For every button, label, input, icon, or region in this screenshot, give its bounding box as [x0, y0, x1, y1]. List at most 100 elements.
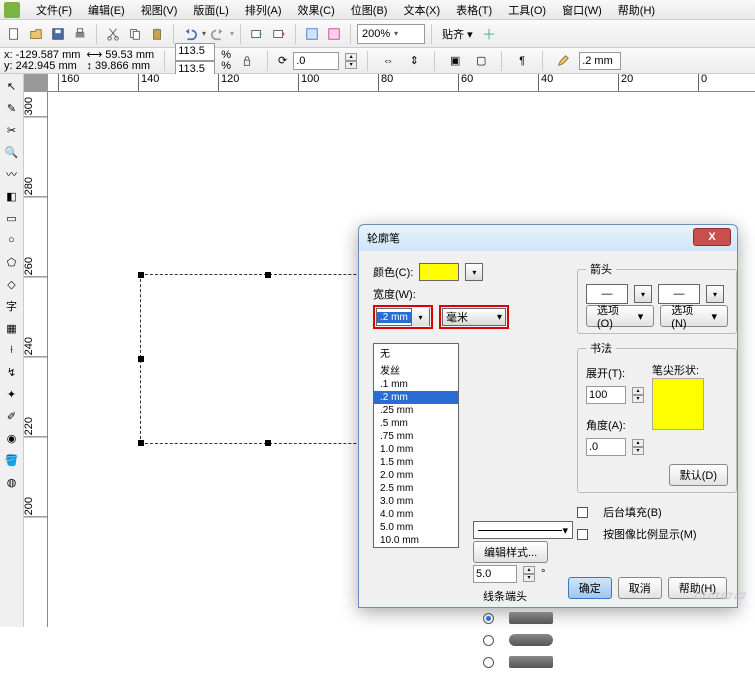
menu-edit[interactable]: 编辑(E)	[80, 0, 133, 20]
miter-field[interactable]: 5.0	[476, 568, 491, 580]
dialog-titlebar[interactable]: 轮廓笔 X	[359, 225, 737, 251]
width-option[interactable]: .5 mm	[374, 417, 458, 430]
rotation-spinner[interactable]: ▴▾	[345, 53, 357, 69]
style-combo[interactable]: ▾	[473, 521, 573, 539]
color-well[interactable]	[419, 263, 459, 281]
zoom-tool-icon[interactable]: 🔍	[2, 142, 22, 162]
pick-tool-icon[interactable]: ↖	[2, 76, 22, 96]
menu-bitmap[interactable]: 位图(B)	[343, 0, 396, 20]
menu-file[interactable]: 文件(F)	[28, 0, 80, 20]
crop-tool-icon[interactable]: ✂	[2, 120, 22, 140]
paste-icon[interactable]	[147, 24, 167, 44]
width-option[interactable]: .75 mm	[374, 430, 458, 443]
rotation-field[interactable]: .0	[296, 55, 305, 67]
order-back-icon[interactable]: ▢	[471, 51, 491, 71]
cap-radio-2[interactable]	[483, 635, 494, 646]
width-option[interactable]: 1.0 mm	[374, 443, 458, 456]
menu-tools[interactable]: 工具(O)	[500, 0, 554, 20]
bgfill-checkbox[interactable]	[577, 507, 588, 518]
width-option[interactable]: 10.0 mm	[374, 534, 458, 547]
width-option[interactable]: 无	[374, 344, 458, 361]
ellipse-tool-icon[interactable]: ○	[2, 230, 22, 250]
smartfill-tool-icon[interactable]: ◧	[2, 186, 22, 206]
zoom-combo[interactable]: 200%▾	[357, 24, 425, 44]
shape-tool-icon[interactable]: ✎	[2, 98, 22, 118]
menu-effects[interactable]: 效果(C)	[290, 0, 343, 20]
export-icon[interactable]	[269, 24, 289, 44]
cap-radio-1[interactable]	[483, 613, 494, 624]
spread-field[interactable]: 100	[589, 389, 607, 401]
angle-spinner[interactable]: ▴▾	[632, 439, 644, 455]
arrow-options-2[interactable]: 选项(N) ▾	[660, 305, 728, 327]
outline-width-field[interactable]: .2 mm	[582, 55, 613, 67]
menu-layout[interactable]: 版面(L)	[185, 0, 236, 20]
menu-table[interactable]: 表格(T)	[448, 0, 500, 20]
width-option[interactable]: 4.0 mm	[374, 508, 458, 521]
launch-icon[interactable]	[302, 24, 322, 44]
table-tool-icon[interactable]: ▦	[2, 318, 22, 338]
width-option[interactable]: 5.0 mm	[374, 521, 458, 534]
basic-shapes-icon[interactable]: ◇	[2, 274, 22, 294]
menu-text[interactable]: 文本(X)	[395, 0, 448, 20]
angle-field[interactable]: .0	[589, 441, 598, 453]
undo-icon[interactable]	[180, 24, 200, 44]
cap-radio-3[interactable]	[483, 657, 494, 668]
width-option[interactable]: 1.5 mm	[374, 456, 458, 469]
save-icon[interactable]	[48, 24, 68, 44]
fill-tool-icon[interactable]: 🪣	[2, 450, 22, 470]
snap-label[interactable]: 贴齐 ▾	[438, 26, 477, 42]
lock-ratio-icon[interactable]	[237, 51, 257, 71]
menu-help[interactable]: 帮助(H)	[610, 0, 663, 20]
width-combo[interactable]: .2 mm ▾	[376, 308, 430, 326]
order-front-icon[interactable]: ▣	[445, 51, 465, 71]
rectangle-tool-icon[interactable]: ▭	[2, 208, 22, 228]
text-tool-icon[interactable]: 字	[2, 296, 22, 316]
ok-button[interactable]: 确定	[568, 577, 612, 599]
arrow-options-1[interactable]: 选项(O) ▾	[586, 305, 654, 327]
import-icon[interactable]	[247, 24, 267, 44]
width-dropdown-list[interactable]: 无发丝.1 mm.2 mm.25 mm.5 mm.75 mm1.0 mm1.5 …	[373, 343, 459, 548]
color-dropdown-icon[interactable]: ▾	[465, 263, 483, 281]
width-option[interactable]: 2.5 mm	[374, 482, 458, 495]
width-option[interactable]: 发丝	[374, 361, 458, 378]
mirror-h-icon[interactable]: ⇔	[378, 51, 398, 71]
cut-icon[interactable]	[103, 24, 123, 44]
edit-style-button[interactable]: 编辑样式...	[473, 541, 548, 563]
freehand-tool-icon[interactable]: 〰	[2, 164, 22, 184]
interactive-tool-icon[interactable]: ✦	[2, 384, 22, 404]
copy-icon[interactable]	[125, 24, 145, 44]
mirror-v-icon[interactable]: ⇕	[404, 51, 424, 71]
width-option[interactable]: 3.0 mm	[374, 495, 458, 508]
arrow-start[interactable]: —	[586, 284, 628, 304]
scale-checkbox[interactable]	[577, 529, 588, 540]
connector-tool-icon[interactable]: ↯	[2, 362, 22, 382]
menu-window[interactable]: 窗口(W)	[554, 0, 610, 20]
menu-arrange[interactable]: 排列(A)	[237, 0, 290, 20]
new-icon[interactable]	[4, 24, 24, 44]
spread-spinner[interactable]: ▴▾	[632, 387, 644, 403]
dimension-tool-icon[interactable]: ⟊	[2, 340, 22, 360]
outline-tool-icon[interactable]: ◉	[2, 428, 22, 448]
eyedropper-tool-icon[interactable]: ✐	[2, 406, 22, 426]
redo-icon[interactable]	[208, 24, 228, 44]
arrow-end[interactable]: —	[658, 284, 700, 304]
width-option[interactable]: 2.0 mm	[374, 469, 458, 482]
width-option[interactable]: .2 mm	[374, 391, 458, 404]
cancel-button[interactable]: 取消	[618, 577, 662, 599]
interactive-fill-icon[interactable]: ◍	[2, 472, 22, 492]
miter-spinner[interactable]: ▴▾	[523, 566, 535, 582]
welcome-icon[interactable]	[324, 24, 344, 44]
wrap-icon[interactable]: ¶	[512, 51, 532, 71]
print-icon[interactable]	[70, 24, 90, 44]
unit-combo[interactable]: 毫米▾	[442, 308, 506, 326]
default-button[interactable]: 默认(D)	[669, 464, 728, 486]
polygon-tool-icon[interactable]: ⬠	[2, 252, 22, 272]
snap-opts-icon[interactable]	[479, 24, 499, 44]
scale-w[interactable]: 113.5	[178, 46, 205, 57]
obj-h[interactable]: 39.866 mm	[95, 60, 150, 72]
outline-pen-icon[interactable]	[553, 51, 573, 71]
open-icon[interactable]	[26, 24, 46, 44]
menu-view[interactable]: 视图(V)	[133, 0, 186, 20]
width-option[interactable]: .1 mm	[374, 378, 458, 391]
width-option[interactable]: .25 mm	[374, 404, 458, 417]
